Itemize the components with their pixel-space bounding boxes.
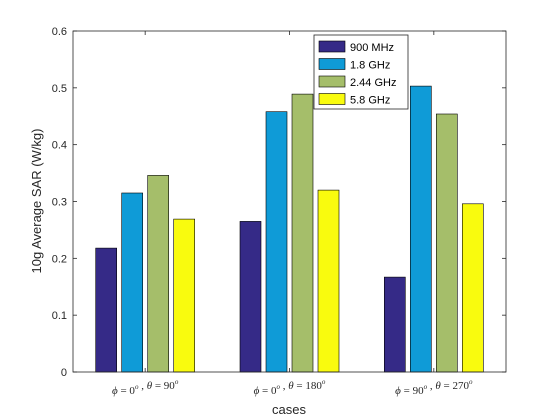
bar-3-2_44-ghz [435,113,458,373]
x-tick-label: ϕ = 0o , θ = 180o [254,378,326,397]
legend: 900 MHz 1.8 GHz 2.44 GHz 5.8 GHz [313,34,409,110]
axes-group [72,30,507,373]
plot-area [73,31,506,372]
legend-label: 5.8 GHz [350,95,390,107]
legend-label: 1.8 GHz [350,60,390,72]
bar-3-900-mhz [383,276,406,373]
bar-1-1_8-ghz [121,192,143,373]
legend-swatch [318,58,346,70]
bar-2-5_8-ghz [317,189,340,373]
y-tick-label: 0.1 [52,310,67,322]
y-tick-label: 0.4 [52,140,67,152]
bar-1-900-mhz [95,247,117,373]
y-tick-label: 0.3 [52,197,67,209]
y-tick-label: 0.6 [52,26,67,38]
y-axis-label: 10g Average SAR (W/kg) [29,129,44,274]
y-tick-label: 0.2 [52,253,67,265]
legend-swatch [318,75,346,88]
bar-3-1_8-ghz [409,85,432,373]
x-tick-label: ϕ = 90o , θ = 270o [395,378,473,397]
bar-3-5_8-ghz [461,203,484,373]
x-tick-labels: ϕ = 0o , θ = 90o ϕ = 0o , θ = 180o ϕ = 90o… [112,378,473,397]
bar-2-2_44-ghz [291,93,314,373]
bars-group [95,85,484,373]
legend-label: 2.44 GHz [350,77,396,89]
y-tick-label: 0.5 [52,83,67,95]
legend-swatch [318,40,346,53]
y-tick-labels: 0 0.1 0.2 0.3 0.4 0.5 0.6 [52,26,67,379]
x-axis-label: cases [272,402,306,417]
bar-2-900-mhz [239,221,262,373]
x-tick-label: ϕ = 0o , θ = 90o [112,378,179,397]
legend-label: 900 MHz [350,42,394,54]
bar-1-2_44-ghz [147,175,169,373]
bar-2-1_8-ghz [265,111,288,373]
legend-swatch [318,93,346,105]
bar-1-5_8-ghz [173,218,195,373]
y-tick-label: 0 [61,367,67,379]
